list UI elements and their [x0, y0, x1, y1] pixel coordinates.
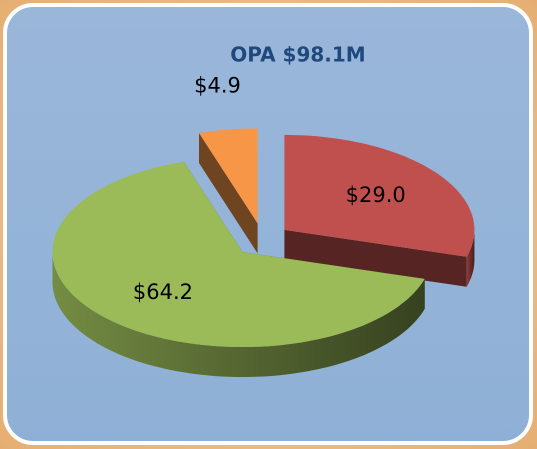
data-label: $64.2	[133, 280, 193, 304]
slice-side	[466, 229, 475, 287]
chart-title: OPA $98.1M	[230, 43, 365, 67]
slice-top	[52, 161, 425, 347]
data-label: $29.0	[346, 183, 406, 207]
slice-top	[199, 128, 258, 224]
slice-cut-face	[199, 133, 258, 254]
slice	[52, 161, 425, 377]
slice	[199, 128, 258, 254]
slice	[284, 134, 475, 287]
data-label: $4.9	[194, 74, 241, 98]
slice-side	[52, 252, 425, 377]
slice-cut-face	[284, 229, 467, 287]
slice-top	[284, 134, 475, 257]
pie: $29.0 $64.2 $4.9	[52, 74, 475, 377]
